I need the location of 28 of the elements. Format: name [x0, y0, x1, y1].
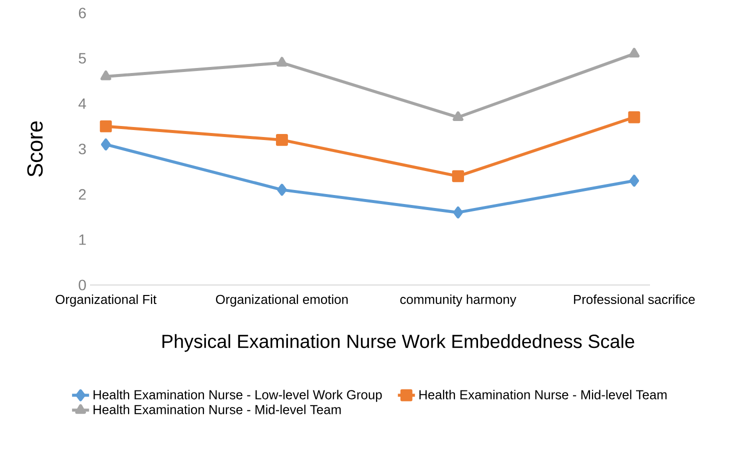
y-tick-label: 5: [78, 53, 86, 64]
x-tick-label: Organizational emotion: [216, 294, 348, 307]
y-tick-label: 6: [78, 8, 86, 18]
point: [629, 174, 640, 187]
point: [100, 120, 112, 132]
point: [452, 170, 464, 182]
point: [453, 206, 463, 218]
point: [276, 56, 288, 67]
x-axis-title: Physical Examination Nurse Work Embeddedness Scale: [162, 334, 634, 352]
legend-label: Health Examination Nurse - Low-level Work Group: [94, 390, 382, 402]
point: [277, 184, 287, 196]
point: [100, 138, 111, 150]
point: [276, 134, 288, 146]
y-tick-label: 0: [78, 280, 86, 290]
y-tick-label: 1: [79, 234, 86, 245]
x-tick-label: community harmony: [400, 294, 516, 307]
y-tick-label: 2: [78, 189, 86, 200]
x-tick-label: Organizational Fit: [56, 294, 156, 307]
legend-label: Health Examination Nurse - Mid-level Team: [419, 390, 667, 400]
point: [100, 70, 112, 80]
x-tick-label: Professional sacrifice: [574, 294, 695, 304]
y-tick-label: 4: [78, 98, 86, 109]
legend-label: Health Examination Nurse - Mid-level Team: [94, 404, 341, 414]
y-axis-title: Score: [27, 121, 43, 177]
y-tick-label: 3: [78, 144, 86, 154]
point: [452, 111, 464, 121]
point: [628, 111, 640, 124]
point: [628, 48, 640, 58]
